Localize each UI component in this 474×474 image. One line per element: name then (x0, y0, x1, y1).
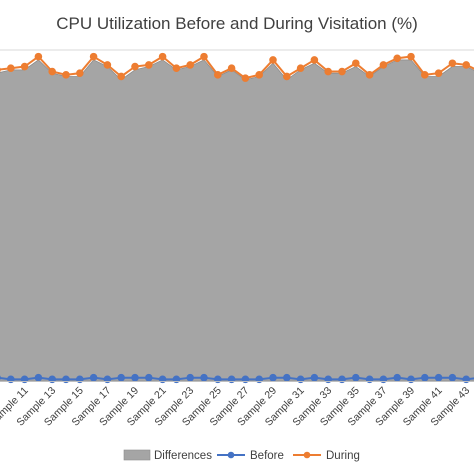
differences-area (0, 59, 474, 382)
before-point (296, 375, 305, 384)
legend-marker-during (303, 451, 311, 459)
during-point (200, 52, 208, 61)
before-point (269, 373, 277, 382)
before-point (7, 375, 15, 384)
during-point (158, 52, 167, 61)
during-point (172, 64, 181, 73)
before-point (365, 375, 374, 384)
during-point (269, 56, 277, 64)
before-point (255, 375, 264, 384)
legend-swatch-differences (123, 449, 151, 461)
before-point (434, 373, 443, 382)
during-point (7, 64, 15, 73)
before-point (338, 375, 346, 384)
during-point (255, 71, 264, 79)
before-point (283, 373, 291, 382)
before-point (310, 373, 319, 382)
before-point (76, 375, 84, 384)
before-point (145, 373, 153, 382)
before-point (34, 373, 43, 382)
during-point (89, 52, 98, 61)
during-point (365, 71, 374, 79)
before-point (20, 375, 29, 384)
during-point (324, 67, 333, 76)
during-point (241, 74, 250, 82)
before-point (352, 373, 360, 382)
before-point (172, 375, 181, 384)
during-point (131, 62, 139, 71)
during-point (20, 62, 29, 71)
during-point (76, 69, 84, 77)
during-point (117, 72, 125, 81)
during-point (145, 61, 153, 69)
during-point (462, 61, 471, 69)
before-point (379, 375, 388, 384)
plot-series (0, 49, 474, 384)
before-point (393, 373, 402, 382)
before-point (186, 373, 194, 382)
during-point (379, 61, 388, 69)
before-point (131, 373, 139, 382)
before-point (407, 375, 415, 384)
before-point (421, 373, 429, 382)
before-point (62, 375, 70, 384)
during-point (393, 54, 402, 63)
before-point (462, 375, 471, 384)
during-point (448, 59, 457, 68)
during-point (48, 67, 57, 76)
during-point (34, 52, 43, 61)
during-point (283, 72, 291, 81)
during-point (214, 71, 222, 79)
before-point (48, 375, 57, 384)
during-point (310, 56, 319, 64)
legend-marker-before (227, 451, 235, 459)
chart-title: CPU Utilization Before and During Visita… (56, 14, 418, 33)
legend: Differences Before During (123, 449, 360, 462)
plot-area (0, 49, 474, 384)
legend-label-before: Before (250, 450, 284, 462)
legend-label-during: During (326, 450, 360, 462)
during-point (434, 69, 443, 77)
before-point (241, 375, 250, 384)
before-point (103, 375, 112, 384)
before-point (448, 373, 457, 382)
during-point (103, 61, 112, 69)
during-point (186, 61, 194, 69)
before-point (214, 375, 222, 384)
before-point (158, 375, 167, 384)
legend-label-differences: Differences (154, 450, 212, 462)
before-point (200, 373, 208, 382)
during-point (227, 64, 236, 73)
before-point (117, 373, 125, 382)
during-point (296, 64, 305, 73)
during-point (407, 52, 415, 61)
during-point (338, 67, 346, 76)
before-point (324, 375, 333, 384)
before-point (227, 375, 236, 384)
before-point (89, 373, 98, 382)
during-point (62, 71, 70, 79)
during-point (421, 71, 429, 79)
during-point (352, 59, 360, 68)
